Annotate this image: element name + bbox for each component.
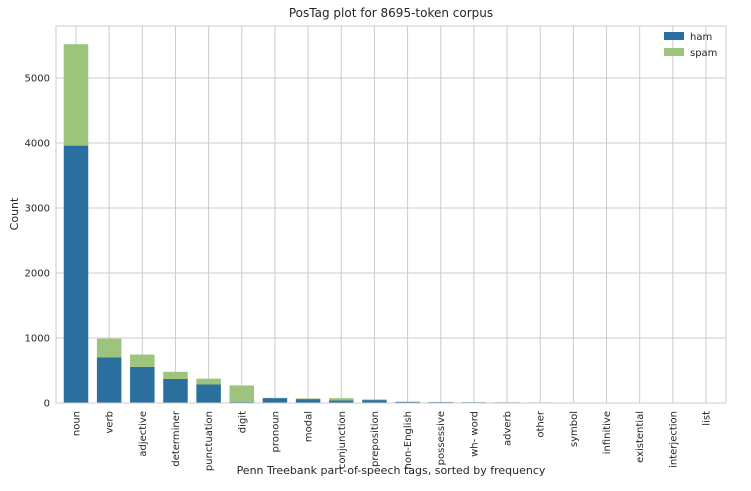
x-tick-label: wh- word: [469, 411, 480, 457]
x-tick-label: adverb: [503, 411, 514, 446]
x-tick-label: punctuation: [204, 411, 215, 471]
x-tick-label: modal: [304, 411, 315, 442]
x-tick-label: noun: [72, 411, 83, 436]
bar-spam-digit: [229, 385, 255, 403]
y-axis-ticks: 0 1000 2000 3000 4000 5000: [25, 74, 50, 410]
bar-ham-determiner: [163, 378, 188, 403]
bar-spam-conjunction: [329, 398, 354, 401]
x-tick-label: symbol: [569, 411, 580, 447]
x-tick-label: determiner: [171, 410, 182, 467]
bar-spam-preposition: [362, 399, 387, 401]
bar-ham-modal: [295, 399, 321, 403]
bar-ham-adjective: [130, 366, 155, 403]
bar-spam-noun: [63, 44, 89, 146]
x-tick-label: digit: [237, 411, 248, 433]
bar-ham-preposition: [362, 400, 387, 403]
chart-title: PosTag plot for 8695-token corpus: [289, 6, 493, 20]
x-tick-label: infinitive: [602, 411, 613, 454]
bar-spam-adjective: [130, 354, 155, 367]
x-tick-label: other: [536, 410, 547, 438]
plot-background: [56, 26, 726, 403]
x-tick-label: pronoun: [270, 411, 281, 453]
x-tick-label: list: [702, 411, 713, 426]
bar-ham-noun: [63, 145, 89, 403]
y-tick-label: 5000: [25, 74, 50, 85]
bar-ham-pronoun: [262, 398, 288, 403]
bar-spam-punctuation: [196, 378, 221, 385]
legend: ham spam: [664, 32, 717, 59]
bar-spam-determiner: [163, 371, 188, 379]
x-tick-label: interjection: [668, 411, 679, 468]
legend-swatch-spam: [664, 48, 684, 56]
bars: [63, 44, 553, 403]
x-tick-label: preposition: [370, 411, 381, 467]
y-tick-label: 3000: [25, 204, 50, 215]
y-tick-label: 4000: [25, 139, 50, 150]
x-tick-label: verb: [105, 411, 116, 434]
plot-frame: [55, 25, 727, 404]
x-tick-label: conjunction: [337, 411, 348, 469]
bar-ham-verb: [96, 357, 122, 403]
x-axis-ticks: noun verb adjective determiner punctuation di…: [72, 410, 713, 471]
legend-label-ham: ham: [690, 32, 712, 43]
bar-ham-non-English: [395, 401, 420, 403]
grid-lines: [56, 26, 726, 404]
x-tick-label: existential: [635, 411, 646, 463]
bar-spam-verb: [96, 338, 122, 358]
y-tick-label: 2000: [25, 269, 50, 280]
legend-swatch-ham: [664, 32, 684, 40]
y-tick-label: 0: [44, 399, 50, 410]
bar-ham-punctuation: [196, 384, 221, 403]
x-tick-label: possessive: [436, 411, 447, 465]
bar-ham-conjunction: [329, 400, 354, 403]
y-tick-label: 1000: [25, 334, 50, 345]
x-axis-label: Penn Treebank part-of-speech tags, sorte…: [237, 464, 546, 477]
x-tick-label: non-English: [403, 411, 414, 470]
bar-spam-modal: [295, 398, 321, 400]
y-axis-label: Count: [8, 197, 21, 230]
x-tick-label: adjective: [138, 411, 149, 457]
legend-label-spam: spam: [690, 48, 717, 59]
